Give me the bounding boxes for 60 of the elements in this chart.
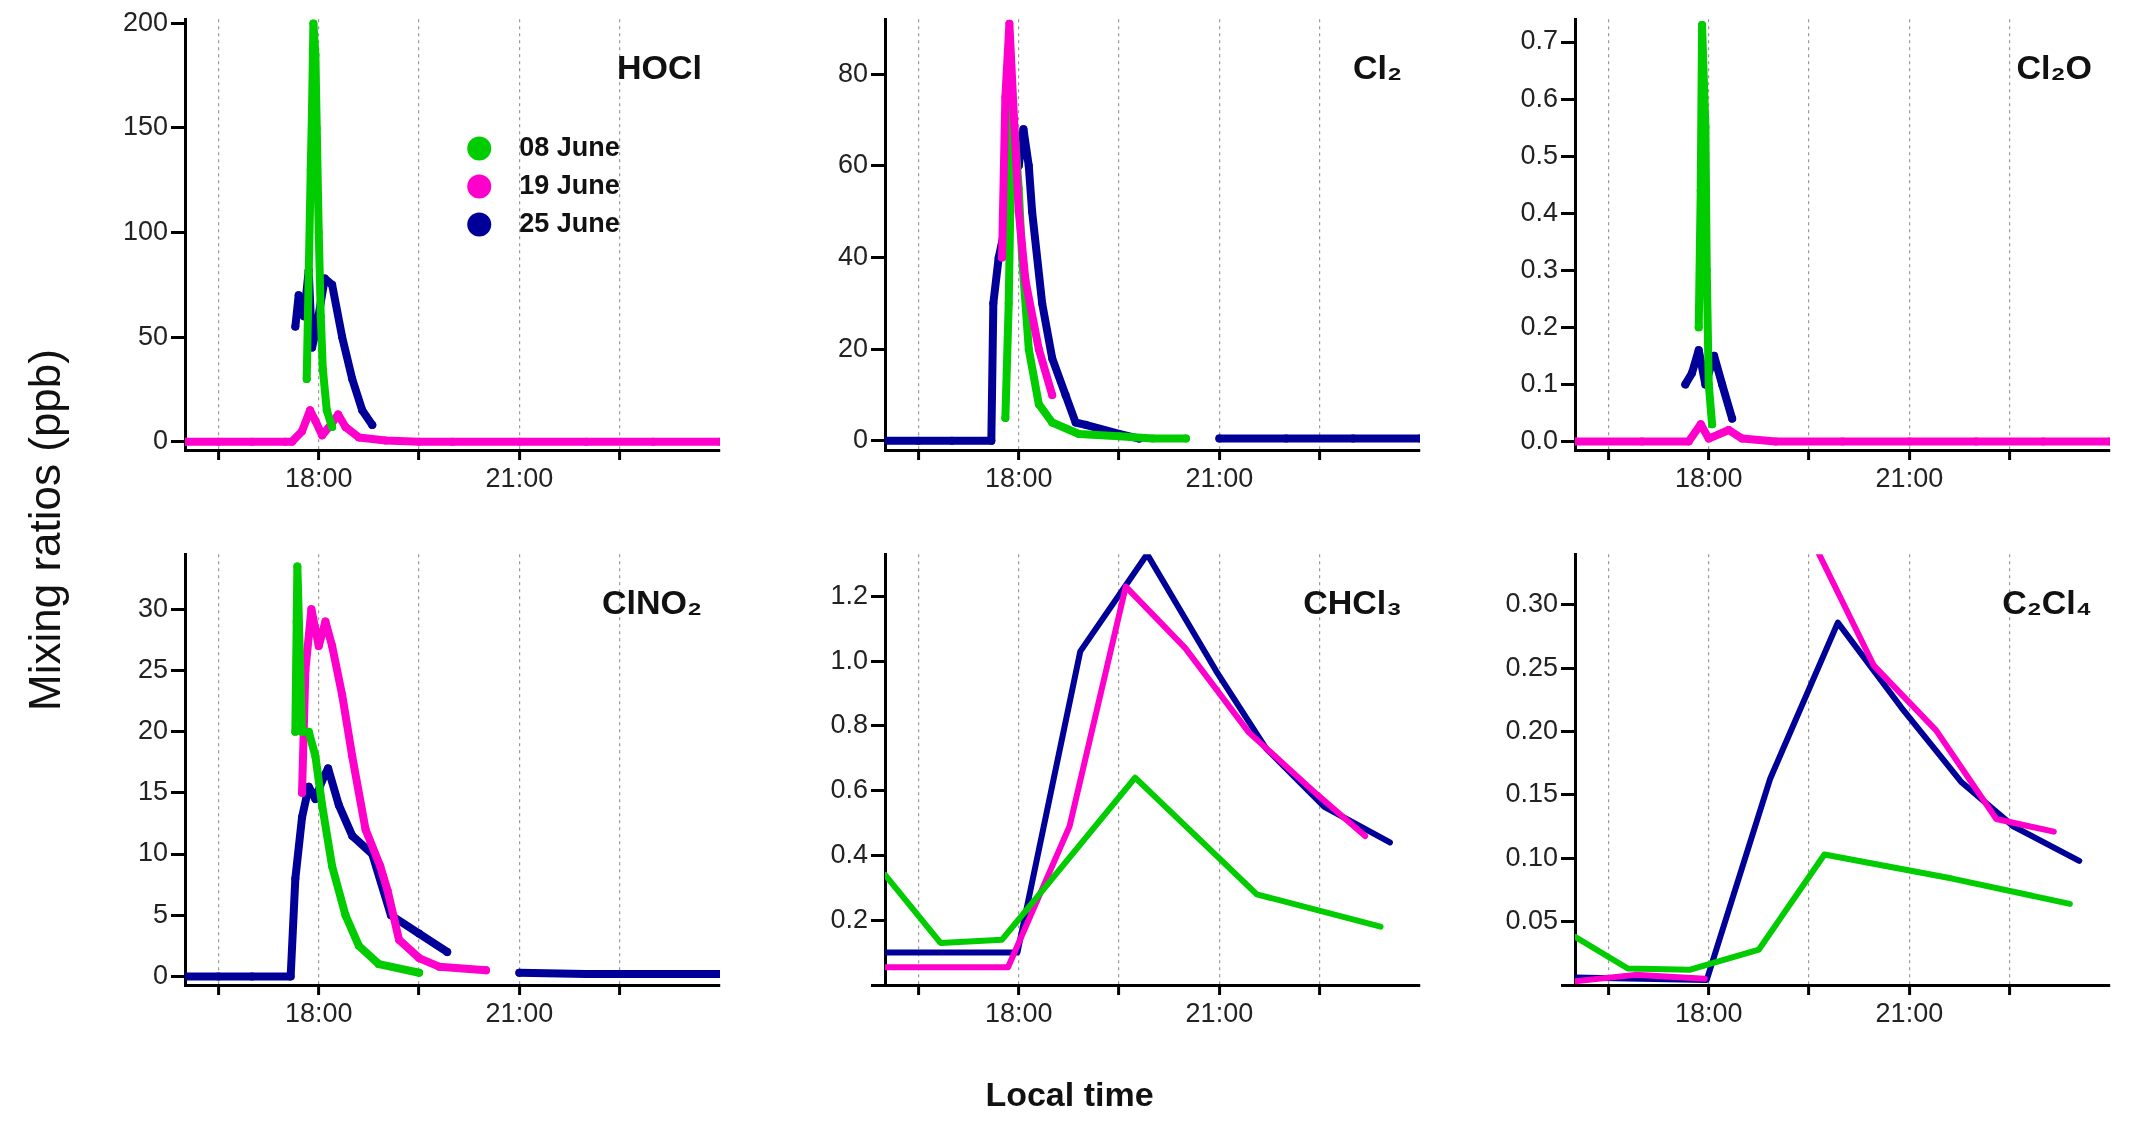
y-tick-label: 0.2 (830, 903, 868, 934)
y-tick-label: 0.20 (1505, 715, 1558, 746)
y-tick-label: 0.30 (1505, 588, 1558, 619)
y-tick-label: 30 (137, 592, 168, 623)
y-tick-label: 0.3 (1520, 253, 1558, 284)
y-tick-label: 0.6 (1520, 82, 1558, 113)
y-tick-label: 0.15 (1505, 778, 1558, 809)
y-tick-label: 0.1 (1520, 367, 1558, 398)
y-tick-label: 20 (837, 332, 868, 363)
legend-label: 25 June (519, 207, 620, 238)
y-tick-label: 0.2 (1520, 310, 1558, 341)
y-tick-label: 1.0 (830, 644, 868, 675)
y-tick-label: 0.25 (1505, 651, 1558, 682)
y-tick-label: 0 (852, 424, 868, 455)
text: HOCl (617, 48, 702, 87)
text: Cl₂O (2016, 48, 2092, 87)
y-tick-label: 40 (837, 240, 868, 271)
y-tick-label: 0.4 (830, 838, 868, 869)
x-tick-label: 18:00 (1674, 997, 1743, 1028)
y-axis-title: Mixing ratios (ppb) (20, 349, 70, 711)
y-tick-label: 1.2 (830, 579, 868, 610)
y-tick-label: 15 (137, 776, 168, 807)
y-tick-label: 0.4 (1520, 196, 1558, 227)
y-tick-label: 0 (152, 425, 168, 456)
y-tick-label: 20 (137, 715, 168, 746)
x-tick-label: 21:00 (1185, 997, 1254, 1028)
text: CHCl₃ (1303, 583, 1402, 622)
y-tick-label: 0.8 (830, 709, 868, 740)
y-tick-label: 50 (137, 320, 168, 351)
y-tick-label: 100 (122, 215, 168, 246)
y-tick-label: 25 (137, 653, 168, 684)
legend-label: 08 June (519, 131, 620, 162)
x-tick-label: 18:00 (284, 997, 353, 1028)
y-tick-label: 0 (152, 959, 168, 990)
x-axis-title: Local time (984, 1075, 1155, 1114)
x-tick-label: 21:00 (485, 997, 554, 1028)
y-tick-label: 0.0 (1520, 424, 1558, 455)
x-tick-label: 18:00 (1674, 462, 1743, 493)
y-tick-label: 0.10 (1505, 841, 1558, 872)
y-tick-label: 200 (122, 6, 168, 37)
y-tick-label: 0.7 (1520, 25, 1558, 56)
text: ClNO₂ (601, 583, 702, 622)
y-tick-label: 80 (837, 57, 868, 88)
y-tick-label: 5 (152, 898, 168, 929)
x-tick-label: 18:00 (984, 997, 1053, 1028)
y-tick-label: 0.05 (1505, 905, 1558, 936)
x-tick-label: 21:00 (1185, 462, 1254, 493)
y-tick-label: 10 (137, 837, 168, 868)
y-tick-label: 60 (837, 149, 868, 180)
text: C₂Cl₄ (2002, 583, 2092, 622)
x-tick-label: 18:00 (984, 462, 1053, 493)
x-tick-label: 21:00 (1875, 997, 1944, 1028)
y-tick-label: 0.6 (830, 774, 868, 805)
x-tick-label: 21:00 (485, 462, 554, 493)
x-tick-label: 21:00 (1875, 462, 1944, 493)
y-tick-label: 0.5 (1520, 139, 1558, 170)
y-tick-label: 150 (122, 111, 168, 142)
x-tick-label: 18:00 (284, 462, 353, 493)
text: Cl₂ (1352, 48, 1402, 87)
legend-label: 19 June (519, 169, 620, 200)
